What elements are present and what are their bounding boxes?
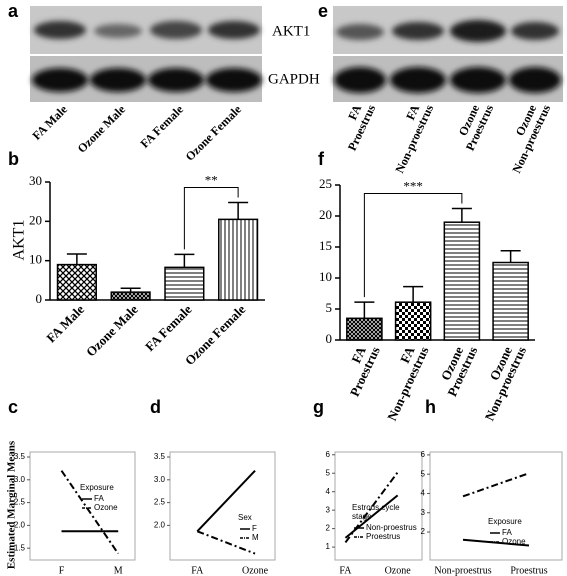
x-tick-label: FA xyxy=(339,565,352,576)
series-line xyxy=(196,469,256,532)
legend-label: F xyxy=(252,524,257,533)
y-tick-label: 2.5 xyxy=(154,498,166,507)
y-tick-label: 2 xyxy=(421,527,426,536)
y-tick-label: 10 xyxy=(29,252,42,267)
panel-letter: g xyxy=(313,397,324,417)
y-tick-label: 5 xyxy=(326,300,333,315)
y-tick-label: 1 xyxy=(326,542,331,551)
y-tick-label: 30 xyxy=(29,173,42,188)
bar xyxy=(394,301,432,341)
significance-label: ** xyxy=(205,172,218,187)
category-label: FA Male xyxy=(43,301,87,345)
category-label: FA xyxy=(345,102,364,122)
legend-title: Exposure xyxy=(488,517,522,526)
bar xyxy=(164,266,205,301)
y-tick-label: 2.5 xyxy=(14,498,26,507)
category-label: FA Female xyxy=(142,301,195,354)
y-tick-label: 0 xyxy=(326,331,333,346)
category-label: Ozone Male xyxy=(75,102,129,156)
x-tick-label: Ozone xyxy=(242,565,269,576)
bar xyxy=(218,218,259,301)
panel-letter: f xyxy=(318,149,325,169)
bar xyxy=(443,221,481,341)
legend-label: FA xyxy=(502,528,512,537)
row-label: AKT1 xyxy=(272,23,310,39)
y-tick-label: 3.5 xyxy=(14,452,26,461)
legend-label: Ozone xyxy=(94,503,118,512)
x-tick-label: F xyxy=(59,565,65,576)
category-label: FA xyxy=(403,102,422,122)
panel-letter: d xyxy=(150,397,161,417)
blot-bands xyxy=(334,20,561,93)
y-tick-label: 5 xyxy=(421,469,426,478)
category-label: Ozone Female xyxy=(183,102,245,164)
significance-label: *** xyxy=(403,179,423,194)
y-tick-label: 3 xyxy=(421,508,426,517)
panel-letter: a xyxy=(8,1,19,21)
bar xyxy=(492,261,529,341)
x-tick-label: FA xyxy=(191,565,204,576)
y-axis-label: Estimated Marginal Means xyxy=(6,440,18,569)
y-tick-label: 1.5 xyxy=(14,543,26,552)
y-tick-label: 3.0 xyxy=(14,475,26,484)
legend-title: Sex xyxy=(238,513,252,522)
bar xyxy=(110,291,151,301)
category-label: FA Female xyxy=(137,102,186,151)
y-tick-label: 3 xyxy=(326,505,331,514)
x-tick-label: Non-proestrus xyxy=(434,565,491,576)
panel-letter: c xyxy=(8,397,18,417)
x-tick-label: M xyxy=(114,565,123,576)
significance-bracket xyxy=(183,186,239,250)
series-line xyxy=(196,530,256,555)
panel-letter: h xyxy=(425,397,436,417)
plot-frame xyxy=(429,451,563,561)
legend-title: Exposure xyxy=(80,483,114,492)
y-tick-label: 2.0 xyxy=(154,520,166,529)
y-tick-label: 3.0 xyxy=(154,475,166,484)
blot-bands xyxy=(32,21,262,92)
category-label: Ozone Male xyxy=(83,301,141,359)
plot-frame xyxy=(169,451,276,561)
series-line xyxy=(462,472,530,498)
legend-title: stage xyxy=(352,512,372,521)
y-tick-label: 2.0 xyxy=(14,520,26,529)
y-tick-label: 20 xyxy=(319,207,332,222)
x-tick-label: Proestrus xyxy=(510,565,547,576)
legend-label: Non-proestrus xyxy=(366,523,417,532)
y-tick-label: 15 xyxy=(319,238,332,253)
category-label: FA Male xyxy=(29,102,70,143)
y-tick-label: 0 xyxy=(36,291,43,306)
y-tick-label: 6 xyxy=(421,450,426,459)
y-tick-label: 3.5 xyxy=(154,452,166,461)
significance-bracket xyxy=(363,193,463,298)
y-tick-label: 6 xyxy=(326,450,331,459)
bar xyxy=(56,263,97,301)
plot-frame xyxy=(29,451,136,561)
category-label: FA xyxy=(397,344,418,366)
category-label: FA xyxy=(348,344,369,366)
bar xyxy=(346,317,383,341)
legend-label: Proestrus xyxy=(366,532,400,541)
plot-frame xyxy=(334,451,423,561)
panel-letter: e xyxy=(318,1,328,21)
y-tick-label: 5 xyxy=(326,468,331,477)
y-tick-label: 4 xyxy=(326,487,331,496)
y-axis-label: AKT1 xyxy=(11,220,28,261)
y-tick-label: 4 xyxy=(421,489,426,498)
y-tick-label: 2 xyxy=(326,524,331,533)
x-tick-label: Ozone xyxy=(385,565,412,576)
y-tick-label: 10 xyxy=(319,269,332,284)
legend-label: FA xyxy=(94,494,104,503)
legend-label: M xyxy=(252,533,259,542)
legend-title: Estrous cycle xyxy=(352,503,400,512)
y-tick-label: 25 xyxy=(319,176,332,191)
y-tick-label: 20 xyxy=(29,212,42,227)
panel-letter: b xyxy=(8,149,19,169)
row-label: GAPDH xyxy=(268,71,320,87)
series-line xyxy=(60,470,120,555)
legend-label: Ozone xyxy=(502,537,526,546)
series-line xyxy=(344,494,399,539)
